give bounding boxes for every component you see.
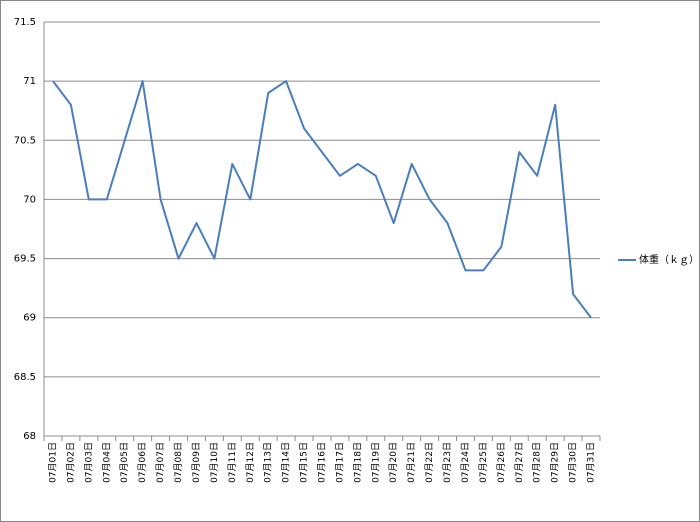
y-tick-label: 68 xyxy=(23,431,36,442)
x-tick-label: 07月18日 xyxy=(352,442,363,483)
x-tick-label: 07月12日 xyxy=(245,442,256,483)
data-line xyxy=(52,80,592,319)
x-tick-label: 07月29日 xyxy=(550,442,561,483)
x-tick-label: 07月15日 xyxy=(299,442,310,483)
x-tick-label: 07月13日 xyxy=(263,442,274,483)
legend-label: 体重（ｋｇ） xyxy=(639,253,699,266)
x-tick-label: 07月11日 xyxy=(227,442,238,483)
x-tick-label: 07月02日 xyxy=(65,442,76,483)
x-tick-label: 07月19日 xyxy=(370,442,381,483)
x-tick-label: 07月04日 xyxy=(101,442,112,483)
y-tick-label: 68.5 xyxy=(14,372,36,383)
x-tick-label: 07月03日 xyxy=(83,442,94,483)
y-tick-label: 69.5 xyxy=(14,254,36,265)
x-tick-label: 07月16日 xyxy=(317,442,328,483)
x-tick-label: 07月14日 xyxy=(281,442,292,483)
x-tick-label: 07月10日 xyxy=(209,442,220,483)
x-tick-label: 07月23日 xyxy=(442,442,453,483)
x-tick-label: 07月30日 xyxy=(568,442,579,483)
x-tick-label: 07月24日 xyxy=(460,442,471,483)
x-tick-label: 07月28日 xyxy=(532,442,543,483)
y-tick-label: 71 xyxy=(23,76,36,87)
x-tick-label: 07月21日 xyxy=(406,442,417,483)
x-tick-label: 07月27日 xyxy=(514,442,525,483)
x-tick-label: 07月31日 xyxy=(586,442,597,483)
x-tick-label: 07月20日 xyxy=(388,442,399,483)
y-tick-label: 70.5 xyxy=(14,135,36,146)
x-tick-label: 07月22日 xyxy=(424,442,435,483)
x-tick-label: 07月08日 xyxy=(173,442,184,483)
x-tick-label: 07月05日 xyxy=(119,442,130,483)
x-tick-label: 07月26日 xyxy=(496,442,507,483)
x-tick-label: 07月25日 xyxy=(478,442,489,483)
x-tick-label: 07月09日 xyxy=(191,442,202,483)
x-tick-label: 07月17日 xyxy=(334,442,345,483)
y-tick-label: 71.5 xyxy=(14,17,36,28)
x-tick-label: 07月06日 xyxy=(137,442,148,483)
x-tick-label: 07月01日 xyxy=(47,442,58,483)
x-tick-label: 07月07日 xyxy=(155,442,166,483)
y-tick-label: 69 xyxy=(23,313,36,324)
y-tick-label: 70 xyxy=(23,194,36,205)
